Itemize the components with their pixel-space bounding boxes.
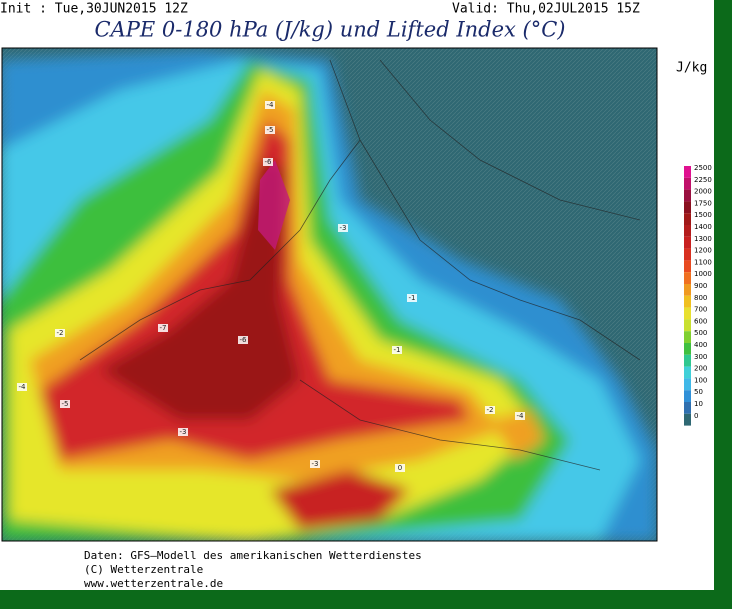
lifted-index-label: -5 xyxy=(62,400,69,408)
colorbar-label: 50 xyxy=(694,388,703,396)
label-box xyxy=(392,346,402,354)
colorbar-label: 1100 xyxy=(694,258,712,266)
colorbar-swatch xyxy=(684,236,691,249)
lifted-index-label: 0 xyxy=(398,464,402,472)
lifted-index-label: -5 xyxy=(267,126,274,134)
colorbar-label: 1400 xyxy=(694,223,712,231)
lifted-index-labels: -4 -5 -6 -3 -7 -2 -1 -4 -5 -6 -3 -1 -2 0 -3 -4 xyxy=(17,101,525,472)
colorbar-label: 2000 xyxy=(694,188,712,196)
colorbar-label: 900 xyxy=(694,282,707,290)
colorbar-swatch xyxy=(684,166,691,178)
colorbar-swatch xyxy=(684,284,691,296)
lifted-index-label: -6 xyxy=(240,336,248,344)
colorbar-label: 200 xyxy=(694,365,707,373)
colorbar-label: 0 xyxy=(694,412,698,420)
colorbar-label: 1750 xyxy=(694,199,712,207)
credit-line: www.wetterzentrale.de xyxy=(84,577,223,590)
lifted-index-label: -4 xyxy=(267,101,275,109)
colorbar-swatch xyxy=(684,189,691,202)
colorbar-label: 400 xyxy=(694,341,707,349)
colorbar-swatch xyxy=(684,248,691,261)
map-title: CAPE 0-180 hPa (J/kg) und Lifted Index (… xyxy=(95,18,566,42)
lifted-index-label: -3 xyxy=(312,460,319,468)
colorbar: 2500225020001750150014001300120011001000… xyxy=(684,164,712,426)
colorbar-label: 700 xyxy=(694,306,707,314)
map-border xyxy=(1,47,658,542)
lifted-index-label: -3 xyxy=(340,224,347,232)
lifted-index-label: -1 xyxy=(409,294,416,302)
init-label: Init : Tue,30JUN2015 12Z xyxy=(0,2,188,17)
colorbar-label: 2250 xyxy=(694,176,712,184)
colorbar-label: 800 xyxy=(694,294,707,302)
colorbar-label: 1000 xyxy=(694,270,712,278)
colorbar-swatch xyxy=(684,295,691,308)
colorbar-swatch xyxy=(684,402,691,414)
label-box xyxy=(485,406,495,414)
colorbar-swatch xyxy=(684,225,691,237)
colorbar-swatch xyxy=(684,177,691,190)
frame-right xyxy=(714,0,732,609)
colorbar-label: 1500 xyxy=(694,211,712,219)
label-box xyxy=(515,412,525,420)
unit-label: J/kg xyxy=(676,61,707,76)
lifted-index-label: -2 xyxy=(487,406,494,414)
colorbar-label: 2500 xyxy=(694,164,712,172)
label-box xyxy=(178,428,188,436)
label-box xyxy=(60,400,70,408)
label-box xyxy=(17,383,27,391)
colorbar-swatch xyxy=(684,331,691,343)
frame-bottom xyxy=(0,590,732,609)
colorbar-swatch xyxy=(684,413,691,426)
colorbar-label: 300 xyxy=(694,353,707,361)
label-box xyxy=(55,329,65,337)
label-box xyxy=(407,294,417,302)
label-box xyxy=(265,126,275,134)
label-box xyxy=(338,224,348,232)
colorbar-swatch xyxy=(684,378,691,391)
lifted-index-label: -1 xyxy=(394,346,401,354)
colorbar-swatch xyxy=(684,307,691,320)
lifted-index-label: -2 xyxy=(57,329,64,337)
colorbar-swatch xyxy=(684,201,691,214)
credit-line: (C) Wetterzentrale xyxy=(84,563,203,576)
colorbar-label: 600 xyxy=(694,317,707,325)
lifted-index-label: -4 xyxy=(517,412,525,420)
credit-line: Daten: GFS–Modell des amerikanischen Wet… xyxy=(84,549,422,562)
colorbar-label: 500 xyxy=(694,329,707,337)
lifted-index-label: -4 xyxy=(19,383,27,391)
lifted-index-label: -6 xyxy=(265,158,273,166)
colorbar-label: 10 xyxy=(694,400,703,408)
lifted-index-label: -3 xyxy=(180,428,187,436)
colorbar-swatch xyxy=(684,343,691,355)
label-box xyxy=(310,460,320,468)
label-box xyxy=(238,336,248,344)
colorbar-swatch xyxy=(684,272,691,284)
label-box xyxy=(395,464,405,472)
colorbar-swatch xyxy=(684,319,691,332)
colorbar-swatch xyxy=(684,366,691,379)
colorbar-label: 100 xyxy=(694,376,707,384)
colorbar-swatch xyxy=(684,354,691,367)
colorbar-swatch xyxy=(684,213,691,225)
colorbar-label: 1200 xyxy=(694,247,712,255)
valid-label: Valid: Thu,02JUL2015 15Z xyxy=(452,2,640,17)
label-box xyxy=(263,158,273,166)
label-box xyxy=(158,324,168,332)
map xyxy=(2,48,657,541)
colorbar-swatch xyxy=(684,390,691,402)
lifted-index-label: -7 xyxy=(160,324,167,332)
label-box xyxy=(265,101,275,109)
colorbar-swatch xyxy=(684,260,691,273)
colorbar-label: 1300 xyxy=(694,235,712,243)
